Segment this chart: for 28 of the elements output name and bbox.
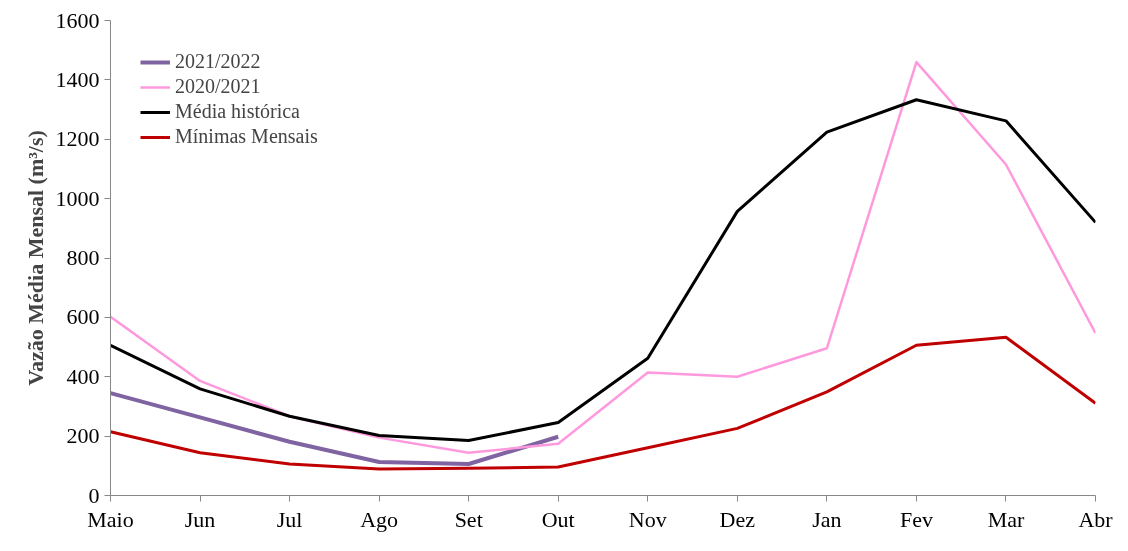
line-series (110, 391, 561, 467)
y-tick-label: 1200 (55, 126, 100, 152)
x-tick-label: Abr (1078, 506, 1114, 532)
line-series (110, 335, 1096, 471)
x-tick-label: Out (541, 506, 575, 532)
y-tick-label: 0 (88, 482, 100, 508)
x-tick-label: Mar (987, 506, 1025, 532)
x-tick-label: Nov (628, 506, 667, 532)
y-tick-label: 200 (66, 423, 100, 449)
y-tick-label: 1000 (55, 185, 100, 211)
y-tick-label: 1600 (55, 7, 100, 33)
y-tick-label: 400 (66, 363, 100, 389)
x-tick-label: Dez (719, 506, 756, 532)
y-tick-label: 600 (66, 304, 100, 330)
legend-label: 2020/2021 (175, 75, 261, 98)
legend-label: Mínimas Mensais (175, 125, 318, 148)
y-tick-label: 800 (66, 245, 100, 270)
legend-label: 2021/2022 (175, 50, 261, 73)
x-tick-label: Jan (812, 506, 842, 532)
x-tick-label: Fev (899, 506, 933, 532)
legend-label: Média histórica (175, 100, 300, 123)
x-tick-label: Set (454, 506, 483, 532)
x-tick-label: Ago (360, 506, 399, 532)
x-tick-label: Jul (276, 506, 303, 532)
y-tick-label: 1400 (55, 66, 100, 92)
x-tick-label: Jun (184, 506, 216, 532)
y-axis-title: Vazão Média Mensal (m³/s) (22, 130, 48, 386)
x-tick-label: Maio (87, 506, 134, 532)
